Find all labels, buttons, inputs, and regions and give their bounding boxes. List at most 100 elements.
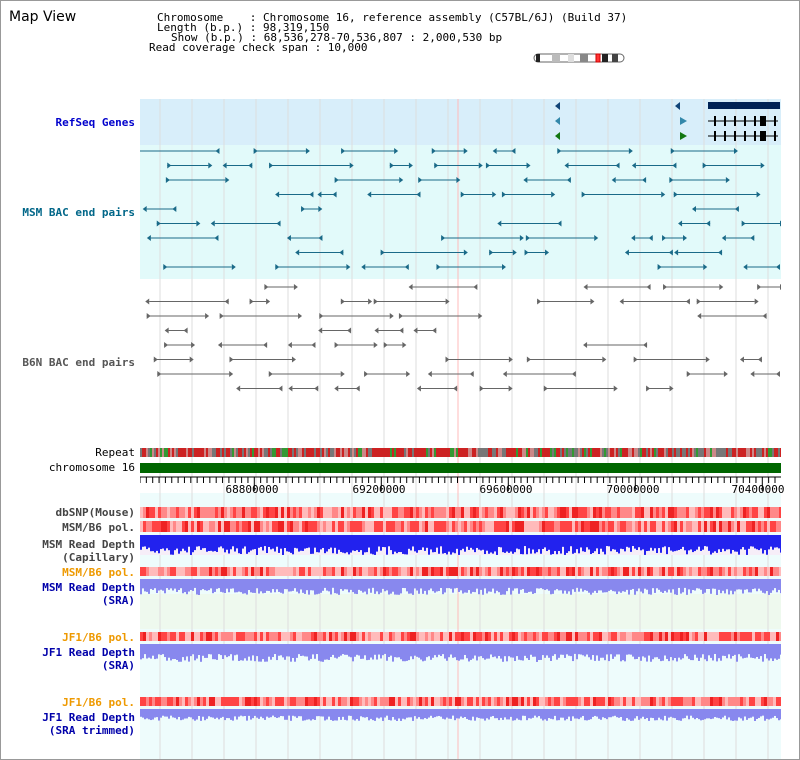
jf1-depth-trim-bar [192, 709, 194, 720]
b6n-bac-end-pair [502, 371, 507, 377]
jf1-b6-pol-strip [575, 697, 578, 706]
jf1-b6-pol-strip [383, 632, 386, 641]
jf1-depth-sra-bar [336, 644, 338, 659]
msm-b6-pol-strip [659, 521, 662, 532]
msm-bac-end-pair [301, 206, 306, 212]
jf1-depth-sra-bar [478, 644, 480, 657]
msm-depth-capillary-bar [294, 535, 296, 548]
repeat-block [350, 448, 352, 457]
jf1-b6-pol-strip [608, 632, 611, 641]
repeat-block [400, 448, 402, 457]
jf1-depth-sra-bar [630, 644, 632, 655]
msm-depth-capillary-bar [594, 535, 596, 552]
msm-depth-capillary-bar [584, 535, 586, 552]
dbsnp-strip [344, 507, 347, 518]
msm-depth-capillary-bar [592, 535, 594, 553]
repeat-block [518, 448, 520, 457]
jf1-depth-trim-bar [760, 709, 762, 717]
dbsnp-strip [230, 507, 233, 518]
jf1-depth-trim-bar [392, 709, 394, 718]
msm-b6-pol-strip [650, 567, 653, 576]
msm-depth-sra-bar [754, 579, 756, 589]
dbsnp-strip [239, 507, 242, 518]
dbsnp-strip [701, 507, 704, 518]
page-title: Map View [9, 9, 77, 25]
jf1-b6-pol-strip [419, 632, 422, 641]
jf1-b6-pol-strip [326, 697, 329, 706]
dbsnp-strip [482, 507, 485, 518]
jf1-depth-trim-bar [422, 709, 424, 720]
msm-b6-pol-strip [539, 567, 542, 576]
msm-b6-pol-strip [713, 521, 716, 532]
msm-b6-pol-strip [449, 567, 452, 576]
jf1-b6-pol-strip [575, 632, 578, 641]
msm-depth-sra-bar [328, 579, 330, 592]
msm-depth-sra-bar [582, 579, 584, 592]
repeat-block [412, 448, 414, 457]
repeat-block [682, 448, 684, 457]
msm-depth-sra-bar [704, 579, 706, 593]
msm-b6-pol-strip [584, 521, 587, 532]
jf1-depth-trim-bar [308, 709, 310, 720]
msm-b6-pol-strip [491, 567, 494, 576]
jf1-b6-pol-strip [299, 632, 302, 641]
repeat-block [198, 448, 200, 457]
b6n-bac-end-pair [754, 298, 759, 305]
repeat-block [346, 448, 348, 457]
msm-depth-capillary-bar [298, 535, 300, 552]
jf1-depth-sra-bar [470, 644, 472, 660]
repeat-block [406, 448, 408, 457]
msm-b6-pol-strip [332, 521, 335, 532]
jf1-b6-pol-strip [743, 632, 746, 641]
msm-depth-sra-bar [484, 579, 486, 589]
msm-depth-capillary-bar [454, 535, 456, 554]
jf1-depth-sra-bar [654, 644, 656, 658]
jf1-depth-sra-bar [748, 644, 750, 655]
msm-b6-pol-strip [632, 567, 635, 576]
msm-b6-pol-strip [467, 521, 470, 532]
msm-depth-sra-bar [466, 579, 468, 593]
msm-b6-pol-strip [446, 521, 449, 532]
jf1-depth-sra-bar [178, 644, 180, 662]
msm-depth-sra-bar [510, 579, 512, 595]
msm-depth-capillary-bar [628, 535, 630, 548]
msm-depth-capillary-bar [344, 535, 346, 554]
jf1-depth-sra-bar [264, 644, 266, 662]
jf1-b6-pol-strip [743, 697, 746, 706]
msm-depth-capillary-bar [286, 535, 288, 552]
repeat-block [702, 448, 704, 457]
msm-depth-sra-bar [148, 579, 150, 594]
jf1-depth-trim-bar [418, 709, 420, 718]
jf1-depth-sra-bar [752, 644, 754, 659]
msm-depth-sra-bar [546, 579, 548, 590]
repeat-block [166, 448, 168, 457]
jf1-depth-sra-bar [548, 644, 550, 658]
jf1-b6-pol-strip [563, 632, 566, 641]
msm-bac-end-pair [305, 148, 310, 154]
repeat-block [600, 448, 602, 457]
jf1-depth-sra-bar [396, 644, 398, 658]
msm-depth-capillary-bar [676, 535, 678, 551]
jf1-depth-trim-bar [496, 709, 498, 719]
msm-depth-sra-bar [370, 579, 372, 593]
jf1-depth-trim-bar [260, 709, 262, 717]
jf1-depth-trim-bar [776, 709, 778, 719]
repeat-block [246, 448, 248, 457]
msm-depth-sra-bar [678, 579, 680, 588]
jf1-depth-trim-bar [382, 709, 384, 721]
jf1-b6-pol-strip [305, 632, 308, 641]
jf1-depth-sra-bar [268, 644, 270, 657]
repeat-block [776, 448, 778, 457]
jf1-depth-trim-bar [164, 709, 166, 717]
jf1-b6-pol-strip [539, 632, 542, 641]
msm-b6-pol-strip [155, 567, 158, 576]
msm-depth-sra-bar [430, 579, 432, 589]
genome-tracks-canvas[interactable] [140, 99, 781, 759]
repeat-block [478, 448, 480, 457]
msm-depth-capillary-bar [726, 535, 728, 550]
chromosome-ideogram[interactable] [530, 53, 628, 63]
repeat-block [680, 448, 682, 457]
repeat-block [484, 448, 486, 457]
jf1-depth-trim-bar [700, 709, 702, 721]
jf1-b6-pol-strip [647, 697, 650, 706]
